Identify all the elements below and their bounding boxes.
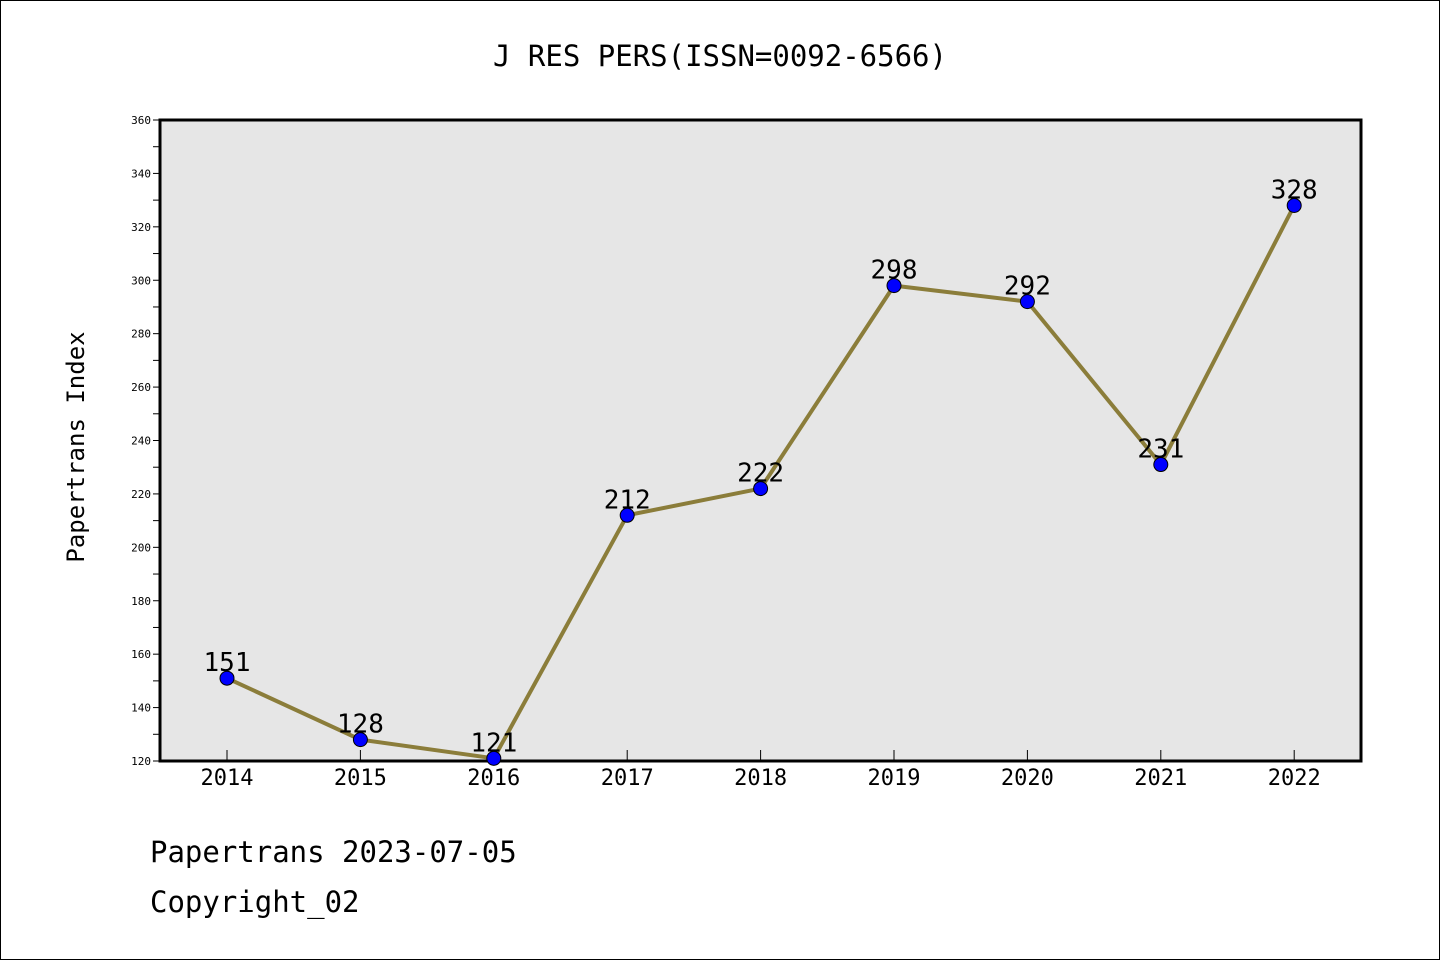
x-axis-ticks: 2014 2015 2016 2017 2018 2019 2020 2021 2022 — [201, 750, 1321, 791]
y-axis-label: Papertrans Index — [62, 331, 90, 562]
x-tick-label: 2022 — [1268, 766, 1321, 791]
x-tick-label: 2020 — [1001, 766, 1054, 791]
data-label: 292 — [1004, 272, 1051, 302]
x-tick-label: 2017 — [601, 766, 654, 791]
data-point — [219, 670, 235, 686]
data-label: 298 — [871, 256, 918, 286]
data-point — [486, 750, 502, 766]
x-tick-label: 2016 — [467, 766, 520, 791]
data-label: 222 — [737, 459, 784, 489]
data-point — [352, 732, 368, 748]
data-label: 212 — [604, 485, 651, 515]
data-point — [886, 278, 902, 294]
data-label: 151 — [204, 648, 251, 678]
y-tick-label: 300 — [131, 274, 151, 287]
data-label: 128 — [337, 710, 384, 740]
footer-copyright: Copyright_02 — [150, 885, 360, 919]
plot-area — [158, 118, 1363, 763]
y-tick-label: 280 — [131, 328, 151, 341]
chart-title: J RES PERS(ISSN=0092-6566) — [493, 39, 947, 73]
data-labels: 151 128 121 212 222 298 292 231 328 — [204, 175, 1318, 758]
footer-date: Papertrans 2023-07-05 — [150, 835, 517, 869]
y-tick-label: 320 — [131, 221, 151, 234]
x-tick-label: 2015 — [334, 766, 387, 791]
y-tick-label: 240 — [131, 435, 151, 448]
y-tick-label: 140 — [131, 702, 151, 715]
y-tick-label: 260 — [131, 381, 151, 394]
x-tick-label: 2021 — [1134, 766, 1187, 791]
data-point — [753, 481, 769, 497]
data-label: 231 — [1137, 435, 1184, 465]
y-tick-label: 340 — [131, 167, 151, 180]
data-point — [1019, 294, 1035, 310]
y-axis-ticks: 120 140 160 180 200 220 240 260 280 300 320 340 360 — [131, 114, 160, 768]
data-point — [1153, 457, 1169, 473]
data-label: 328 — [1271, 175, 1318, 205]
y-tick-label: 180 — [131, 595, 151, 608]
data-point — [619, 507, 635, 523]
y-tick-label: 120 — [131, 755, 151, 768]
y-tick-label: 200 — [131, 541, 151, 554]
x-tick-label: 2019 — [868, 766, 921, 791]
y-tick-label: 360 — [131, 114, 151, 127]
y-tick-label: 160 — [131, 648, 151, 661]
data-label: 121 — [470, 728, 517, 758]
data-points — [219, 197, 1302, 766]
x-tick-label: 2018 — [734, 766, 787, 791]
data-point — [1286, 197, 1302, 213]
y-tick-label: 220 — [131, 488, 151, 501]
x-tick-label: 2014 — [201, 766, 254, 791]
